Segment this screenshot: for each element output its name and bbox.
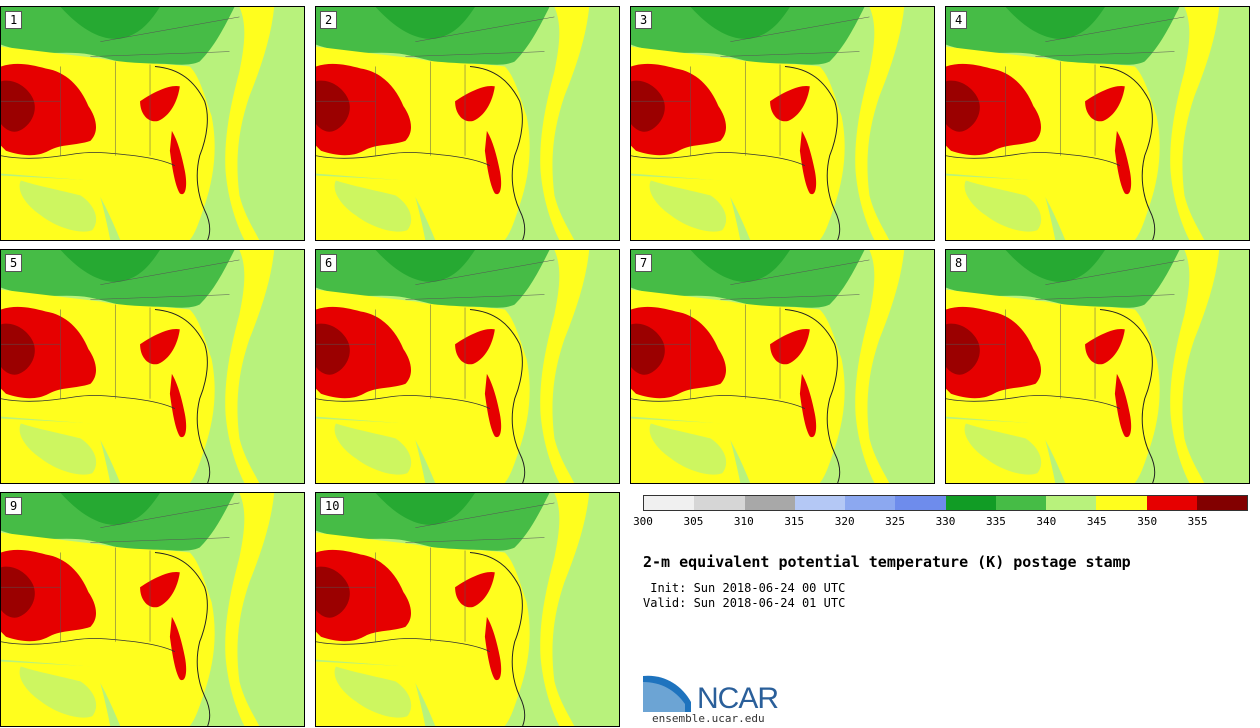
colorbar-swatch bbox=[895, 496, 946, 510]
map-field bbox=[1, 250, 304, 483]
colorbar-tick-label: 320 bbox=[834, 515, 855, 528]
map-field bbox=[1, 493, 304, 726]
colorbar-swatch bbox=[995, 496, 1046, 510]
member-label: 4 bbox=[950, 11, 968, 29]
colorbar-tick-label: 355 bbox=[1187, 515, 1208, 528]
map-field bbox=[946, 250, 1249, 483]
postage-stamp: 10 bbox=[315, 492, 620, 727]
colorbar-swatch bbox=[644, 496, 695, 510]
colorbar-swatch bbox=[694, 496, 745, 510]
init-time: Init: Sun 2018-06-24 00 UTC bbox=[643, 581, 846, 595]
ncar-logo-icon bbox=[643, 675, 691, 712]
colorbar-tick-label: 300 bbox=[633, 515, 653, 528]
colorbar-tick-label: 340 bbox=[1036, 515, 1057, 528]
member-label: 7 bbox=[635, 254, 653, 272]
colorbar-swatch bbox=[1146, 496, 1197, 510]
postage-stamp: 7 bbox=[630, 249, 935, 484]
map-field bbox=[316, 250, 619, 483]
postage-stamp: 2 bbox=[315, 6, 620, 241]
colorbar-tick-label: 330 bbox=[935, 515, 956, 528]
postage-stamp: 3 bbox=[630, 6, 935, 241]
colorbar-swatch bbox=[945, 496, 996, 510]
member-label: 3 bbox=[635, 11, 653, 29]
postage-stamp: 1 bbox=[0, 6, 305, 241]
colorbar-tick-label: 350 bbox=[1137, 515, 1158, 528]
colorbar-ticks: 300 305 310 315 320 325 330 335 340 345 350 355 bbox=[633, 515, 1248, 529]
member-label: 2 bbox=[320, 11, 338, 29]
postage-stamp: 4 bbox=[945, 6, 1250, 241]
colorbar-swatch bbox=[794, 496, 845, 510]
figure-title: 2-m equivalent potential temperature (K)… bbox=[643, 553, 1131, 571]
member-label: 10 bbox=[320, 497, 345, 515]
map-field bbox=[316, 7, 619, 240]
colorbar-tick-label: 315 bbox=[784, 515, 805, 528]
member-label: 5 bbox=[5, 254, 23, 272]
logo-url: ensemble.ucar.edu bbox=[652, 712, 765, 725]
colorbar-swatch bbox=[744, 496, 795, 510]
colorbar-swatch bbox=[1046, 496, 1097, 510]
map-field bbox=[631, 7, 934, 240]
colorbar-tick-label: 345 bbox=[1086, 515, 1107, 528]
map-field bbox=[946, 7, 1249, 240]
member-label: 6 bbox=[320, 254, 338, 272]
postage-stamp: 9 bbox=[0, 492, 305, 727]
member-label: 9 bbox=[5, 497, 23, 515]
member-label: 8 bbox=[950, 254, 968, 272]
map-field bbox=[631, 250, 934, 483]
colorbar-swatch bbox=[1096, 496, 1147, 510]
postage-stamp: 5 bbox=[0, 249, 305, 484]
colorbar-tick-label: 305 bbox=[683, 515, 704, 528]
colorbar-tick-label: 325 bbox=[885, 515, 906, 528]
colorbar bbox=[643, 495, 1248, 511]
member-label: 1 bbox=[5, 11, 23, 29]
map-field bbox=[1, 7, 304, 240]
map-field bbox=[316, 493, 619, 726]
colorbar-tick-label: 335 bbox=[985, 515, 1006, 528]
colorbar-swatch bbox=[1196, 496, 1247, 510]
postage-stamp: 6 bbox=[315, 249, 620, 484]
logo-text: NCAR bbox=[697, 682, 779, 715]
colorbar-tick-label: 310 bbox=[733, 515, 754, 528]
valid-time: Valid: Sun 2018-06-24 01 UTC bbox=[643, 596, 846, 610]
postage-stamp: 8 bbox=[945, 249, 1250, 484]
colorbar-swatch bbox=[845, 496, 896, 510]
